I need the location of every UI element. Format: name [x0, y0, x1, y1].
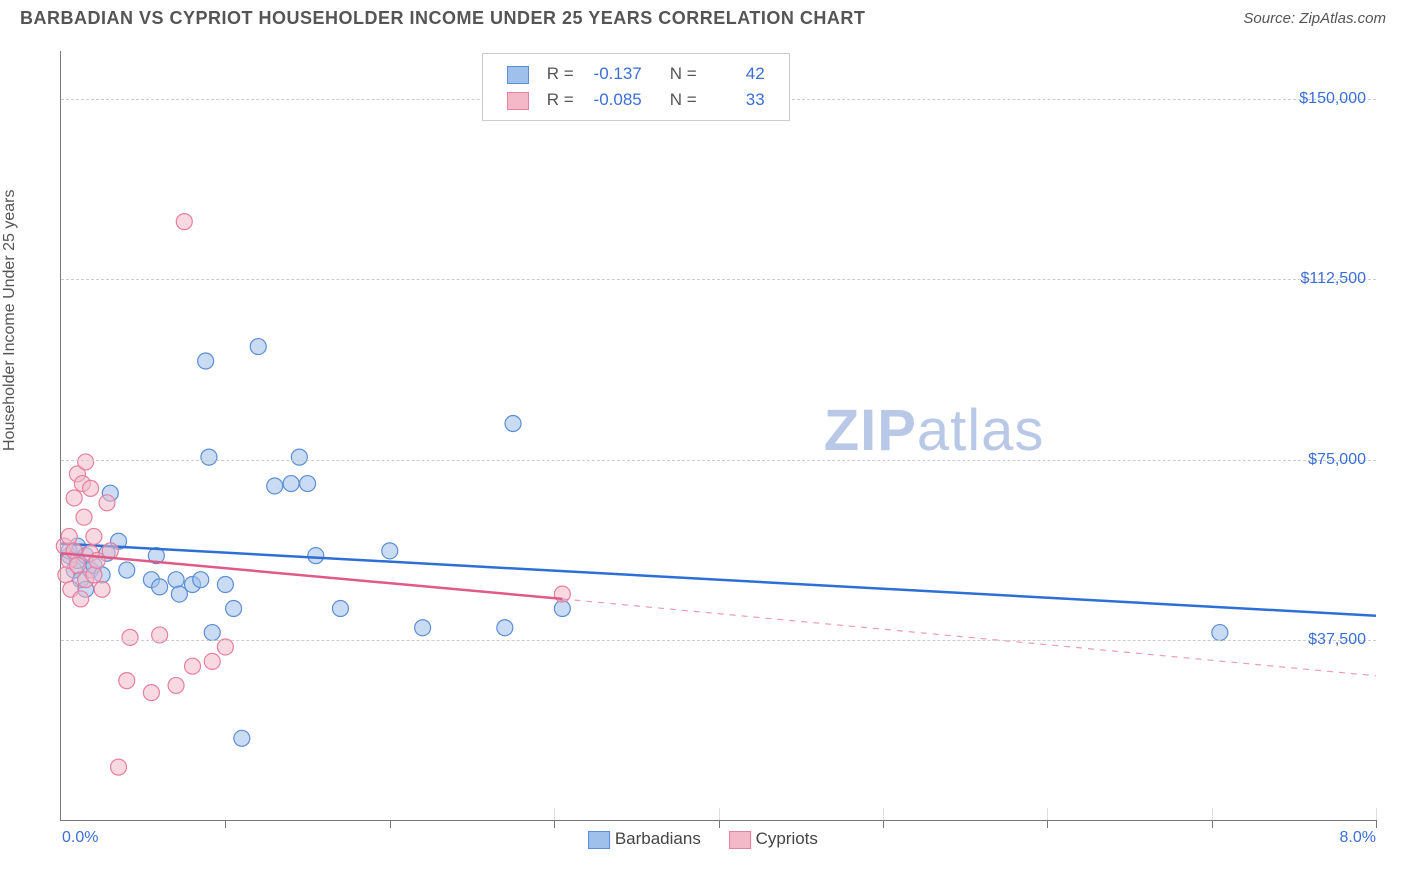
scatter-point — [99, 495, 115, 511]
scatter-point — [176, 214, 192, 230]
scatter-point — [267, 478, 283, 494]
gridline-vertical — [554, 808, 555, 820]
y-tick-label: $150,000 — [1299, 90, 1366, 108]
r-value: -0.137 — [592, 64, 642, 84]
chart-source: Source: ZipAtlas.com — [1243, 10, 1386, 27]
scatter-point — [94, 581, 110, 597]
plot-area: $37,500$75,000$112,500$150,000ZIPatlasR … — [60, 51, 1376, 821]
scatter-point — [69, 557, 85, 573]
gridline-vertical — [1212, 808, 1213, 820]
scatter-point — [86, 567, 102, 583]
scatter-point — [250, 339, 266, 355]
scatter-point — [332, 601, 348, 617]
y-tick-label: $37,500 — [1308, 631, 1366, 649]
x-tick — [390, 820, 391, 828]
gridline-vertical — [719, 808, 720, 820]
legend-item: Barbadians — [588, 829, 701, 848]
legend-label: Barbadians — [615, 829, 701, 848]
scatter-point — [61, 528, 77, 544]
scatter-point — [204, 625, 220, 641]
gridline-horizontal — [61, 460, 1376, 461]
scatter-point — [217, 639, 233, 655]
legend-swatch — [729, 831, 751, 849]
gridline-horizontal — [61, 640, 1376, 641]
series-legend: Barbadians Cypriots — [574, 829, 832, 849]
legend-swatch — [588, 831, 610, 849]
scatter-point — [198, 353, 214, 369]
scatter-point — [234, 730, 250, 746]
scatter-point — [217, 576, 233, 592]
scatter-point — [382, 543, 398, 559]
gridline-vertical — [1376, 808, 1377, 820]
gridline-vertical — [1047, 808, 1048, 820]
correlation-legend: R =-0.137N =42R =-0.085N =33 — [482, 53, 790, 121]
r-value: -0.085 — [592, 90, 642, 110]
regression-line-extrapolated — [562, 599, 1376, 676]
x-tick — [1047, 820, 1048, 828]
scatter-point — [300, 476, 316, 492]
scatter-plot-svg — [61, 51, 1376, 820]
y-tick-label: $112,500 — [1300, 270, 1366, 288]
x-tick — [225, 820, 226, 828]
gridline-horizontal — [61, 279, 1376, 280]
gridline-vertical — [883, 808, 884, 820]
legend-label: Cypriots — [756, 829, 818, 848]
scatter-point — [143, 685, 159, 701]
source-prefix: Source: — [1243, 10, 1299, 27]
scatter-point — [86, 528, 102, 544]
scatter-point — [66, 543, 82, 559]
scatter-point — [204, 653, 220, 669]
regression-line — [61, 544, 1376, 616]
x-tick — [1212, 820, 1213, 828]
scatter-point — [415, 620, 431, 636]
y-tick-label: $75,000 — [1308, 451, 1366, 469]
scatter-point — [119, 562, 135, 578]
scatter-point — [291, 449, 307, 465]
chart-title: BARBADIAN VS CYPRIOT HOUSEHOLDER INCOME … — [20, 8, 865, 29]
scatter-point — [168, 572, 184, 588]
scatter-point — [283, 476, 299, 492]
scatter-point — [201, 449, 217, 465]
legend-swatch — [507, 92, 529, 110]
n-value: 33 — [715, 90, 765, 110]
scatter-point — [78, 454, 94, 470]
scatter-point — [1212, 625, 1228, 641]
scatter-point — [73, 591, 89, 607]
y-axis-label: Householder Income Under 25 years — [1, 190, 19, 451]
x-tick — [719, 820, 720, 828]
scatter-point — [83, 480, 99, 496]
scatter-point — [119, 673, 135, 689]
chart-container: Householder Income Under 25 years $37,50… — [20, 41, 1386, 861]
x-min-label: 0.0% — [62, 829, 98, 847]
scatter-point — [122, 629, 138, 645]
source-link[interactable]: ZipAtlas.com — [1299, 10, 1386, 27]
scatter-point — [76, 509, 92, 525]
chart-header: BARBADIAN VS CYPRIOT HOUSEHOLDER INCOME … — [0, 0, 1406, 41]
scatter-point — [152, 579, 168, 595]
scatter-point — [66, 490, 82, 506]
scatter-point — [497, 620, 513, 636]
scatter-point — [168, 677, 184, 693]
legend-swatch — [507, 66, 529, 84]
n-value: 42 — [715, 64, 765, 84]
scatter-point — [226, 601, 242, 617]
scatter-point — [505, 415, 521, 431]
x-max-label: 8.0% — [1340, 829, 1376, 847]
scatter-point — [185, 658, 201, 674]
scatter-point — [308, 548, 324, 564]
x-tick — [1376, 820, 1377, 828]
x-tick — [554, 820, 555, 828]
scatter-point — [193, 572, 209, 588]
scatter-point — [111, 759, 127, 775]
scatter-point — [554, 601, 570, 617]
x-tick — [883, 820, 884, 828]
legend-item: Cypriots — [729, 829, 818, 848]
